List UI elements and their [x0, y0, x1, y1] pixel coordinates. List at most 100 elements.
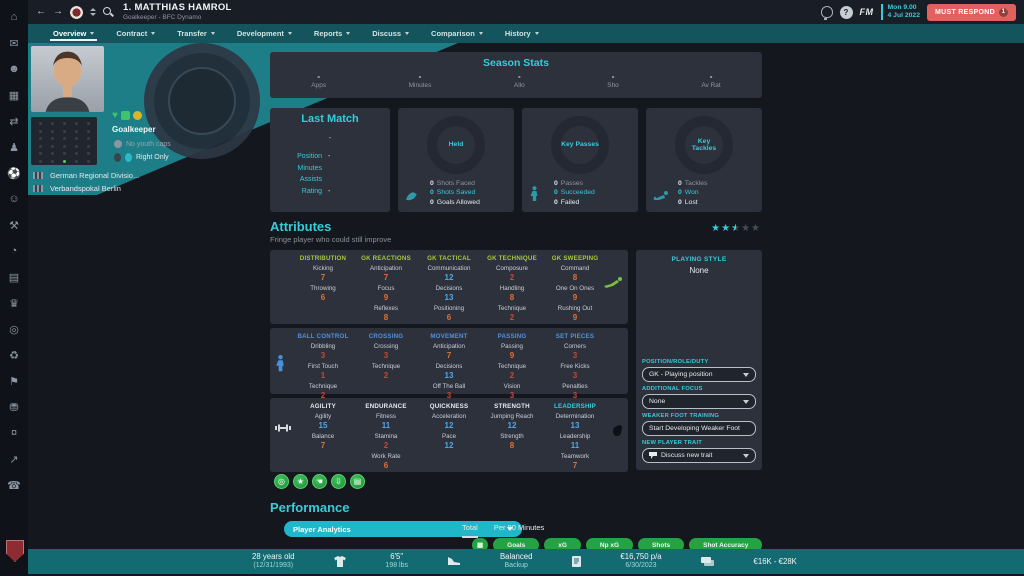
additional-focus-select[interactable]: None — [642, 394, 756, 409]
attr-name: Composure — [496, 265, 528, 272]
perf-tab-total[interactable]: Total — [462, 523, 478, 538]
key-tackles-card: Key Tackles 0 Tackles 0 Won 0 Lost — [646, 108, 762, 212]
last-match-opponent: - — [328, 135, 332, 142]
sidebar-social-icon[interactable]: ☎ — [7, 479, 21, 492]
attr-group-gk-reactions: GK REACTIONS Anticipation 7 Focus 9 Reflexes 8 — [355, 255, 417, 322]
attr-value: 7 — [446, 351, 452, 360]
attr-group-header: PASSING — [497, 333, 527, 340]
weaker-foot-training-button[interactable]: Start Developing Weaker Foot — [642, 421, 756, 436]
player-stepper[interactable] — [90, 8, 96, 16]
sidebar-world-icon[interactable]: ♻ — [9, 349, 19, 362]
attr-name: Leadership — [559, 433, 591, 440]
legend-row: 0 Succeeded — [554, 188, 595, 198]
attr-group-header: ENDURANCE — [365, 403, 407, 410]
attr-name: Decisions — [435, 363, 463, 370]
star-full: ★ — [721, 223, 731, 234]
control-value: Start Developing Weaker Foot — [649, 425, 740, 432]
bottom-bar-height-weight-detail: 198 lbs — [385, 561, 408, 569]
chevron-down-icon — [534, 32, 539, 35]
donut-legend: 0 Passes 0 Succeeded 0 Failed — [554, 179, 595, 208]
new-player-trait-select[interactable]: Discuss new trait — [642, 448, 756, 463]
club-crest-watermark — [6, 540, 24, 562]
tab-transfer[interactable]: Transfer — [166, 24, 226, 43]
attr-name: Work Rate — [371, 453, 401, 460]
club-badge-icon[interactable] — [70, 5, 83, 19]
sidebar-club-icon[interactable]: ⚽ — [7, 167, 21, 180]
notifications-icon[interactable] — [820, 6, 833, 20]
sidebar-staff-icon[interactable]: ☺ — [8, 193, 20, 205]
attr-group-header: DISTRIBUTION — [299, 255, 347, 262]
attributes-title: Attributes — [270, 219, 332, 234]
legend-row: 0 Tackles — [678, 179, 707, 189]
stat-pill-goals[interactable]: Goals — [493, 538, 540, 552]
star-full: ★ — [711, 223, 721, 234]
attr-group-header: GK TACTICAL — [427, 255, 471, 262]
forward-button[interactable]: → — [53, 6, 63, 17]
stat-pill-np-xg[interactable]: Np xG — [585, 538, 634, 552]
perf-tab-per-90-minutes[interactable]: Per 90 Minutes — [493, 523, 545, 532]
preferred-foot-row: Right Only — [114, 153, 169, 162]
sidebar-tactics-icon[interactable]: ▦ — [8, 89, 20, 102]
season-stat-sho: - Sho — [607, 72, 619, 91]
attr-name: Vision — [503, 383, 521, 390]
sidebar-scouting-icon[interactable]: ◎ — [9, 323, 19, 336]
bottom-bar-height-weight-value: 6'5" — [390, 552, 404, 562]
position-map[interactable] — [31, 117, 97, 165]
attr-value: 1 — [320, 371, 326, 380]
pitch-dot — [39, 144, 42, 148]
search-icon[interactable] — [103, 6, 114, 18]
stat-pill-xg[interactable]: xG — [544, 538, 581, 552]
sidebar-transactions-icon[interactable]: ¤ — [10, 427, 18, 439]
help-icon[interactable]: ? — [839, 5, 853, 19]
sidebar-competitions-icon[interactable]: ♛ — [9, 297, 19, 310]
attr-group-leadership: LEADERSHIP Determination 13 Leadership 11 Tea… — [544, 403, 606, 470]
player-portrait-graphic — [45, 51, 90, 112]
tab-development[interactable]: Development — [226, 24, 303, 43]
last-match-row: Minutes — [270, 163, 390, 175]
sidebar-schedule-icon[interactable]: ▤ — [8, 271, 20, 284]
tab-overview[interactable]: Overview — [42, 24, 105, 43]
sidebar-transfers-icon[interactable]: ⇄ — [9, 115, 19, 128]
sidebar-club-vision-icon[interactable]: ⚑ — [9, 375, 19, 388]
legend-label: Tackles — [684, 179, 708, 187]
grid-view-pill[interactable]: ▦ — [472, 538, 489, 552]
tab-discuss[interactable]: Discuss — [361, 24, 420, 43]
sidebar-squad-icon[interactable]: ☻ — [8, 63, 20, 75]
position-role-duty-select[interactable]: GK - Playing position — [642, 367, 756, 382]
sidebar-training-icon[interactable]: ⚒ — [9, 219, 19, 232]
sidebar-finances-icon[interactable]: ⛃ — [9, 401, 19, 414]
season-stats-items: - Apps - Minutes - Allo - Sho - Av Rat — [270, 72, 762, 91]
chevron-down-icon — [478, 32, 483, 35]
attr-group-distribution: DISTRIBUTION Kicking 7 Throwing 6 — [292, 255, 354, 321]
pitch-dot — [39, 152, 42, 155]
attributes-header: Attributes Fringe player who could still… — [270, 219, 762, 247]
pitch-dot — [51, 129, 54, 133]
pitch-dot — [39, 122, 42, 125]
attr-value: 8 — [509, 441, 515, 450]
attr-value: 13 — [570, 421, 580, 430]
bottom-bar-wage-expiry-value: €16,750 p/a — [620, 552, 662, 562]
must-respond-button[interactable]: MUST RESPOND 1 — [927, 3, 1016, 21]
legend-label: Failed — [560, 198, 580, 206]
stat-pill-shots[interactable]: Shots — [638, 538, 685, 552]
back-button[interactable]: ← — [36, 6, 46, 17]
tab-comparison[interactable]: Comparison — [420, 24, 494, 43]
sidebar-data-hub-icon[interactable]: ◔ — [10, 245, 18, 257]
tab-history[interactable]: History — [494, 24, 550, 43]
stat-pill-shot-accuracy[interactable]: Shot Accuracy — [689, 538, 763, 552]
target-badge: ◎ — [274, 474, 289, 489]
tab-reports[interactable]: Reports — [303, 24, 361, 43]
shirt-icon — [333, 556, 346, 567]
player-photo[interactable] — [31, 46, 104, 112]
sidebar-inbox-icon[interactable]: ✉ — [9, 37, 19, 50]
sidebar-analysis-icon[interactable]: ↗ — [9, 453, 19, 466]
tab-contract[interactable]: Contract — [105, 24, 166, 43]
sidebar-home-icon[interactable]: ⌂ — [10, 11, 18, 23]
attr-value: 9 — [509, 351, 515, 360]
bottom-bar-wage-expiry: €16,750 p/a 6/30/2023 — [620, 552, 661, 570]
chevron-down-icon — [210, 32, 215, 35]
attr-name: Technique — [497, 363, 527, 370]
sidebar-dynamics-icon[interactable]: ♟ — [9, 141, 19, 154]
player-analytics-dropdown[interactable]: Player Analytics — [284, 521, 522, 537]
club-crest — [144, 43, 260, 159]
